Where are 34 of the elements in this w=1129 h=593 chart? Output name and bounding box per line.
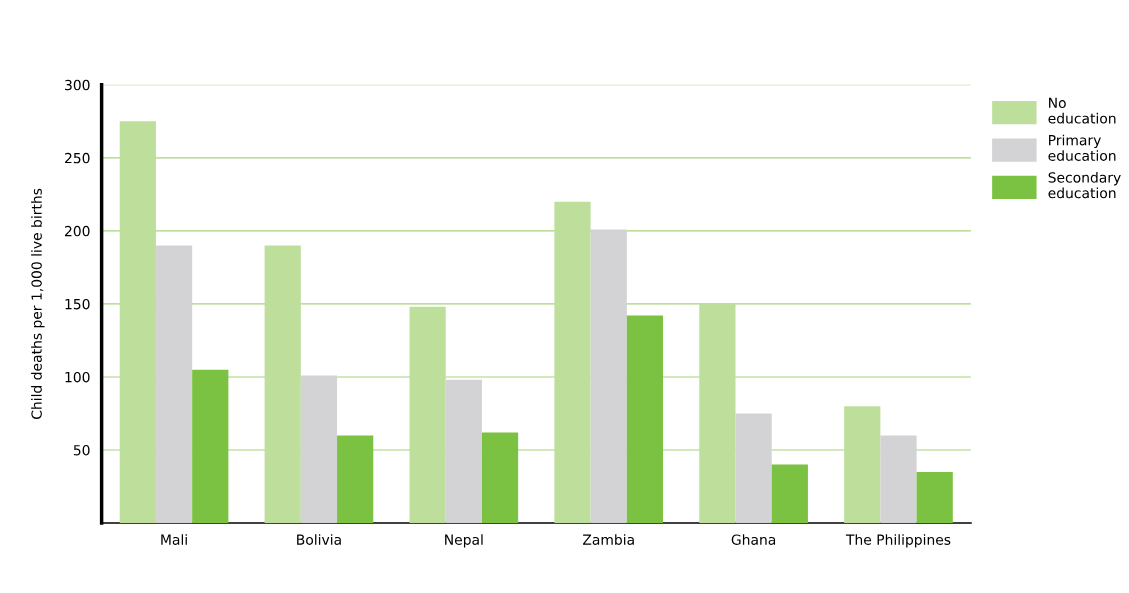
bar — [119, 121, 156, 524]
y-tick-label: 50 — [73, 444, 90, 456]
y-tick-label: 150 — [65, 298, 90, 310]
x-tick-label: Bolivia — [297, 534, 341, 545]
bar — [445, 379, 482, 524]
bar — [264, 245, 301, 524]
y-tick-label: 200 — [65, 225, 90, 237]
bar — [626, 315, 664, 524]
y-tick-label: 100 — [65, 371, 90, 383]
bar — [155, 245, 193, 524]
bar — [481, 432, 519, 524]
bar — [337, 435, 374, 524]
bar — [880, 435, 917, 524]
y-axis-title: Child deaths per 1,000 live births — [31, 188, 45, 419]
bar — [699, 303, 736, 524]
bar — [409, 306, 446, 524]
bar — [300, 375, 338, 524]
bar — [590, 229, 627, 524]
x-tick-label: Zambia — [582, 534, 634, 545]
y-tick-label: 250 — [65, 152, 90, 164]
bar — [771, 464, 808, 524]
x-tick-label: Nepal — [445, 534, 483, 548]
bar — [916, 471, 953, 524]
bar — [192, 369, 229, 524]
bar — [844, 406, 881, 524]
legend-label: Secondary education — [1048, 171, 1121, 199]
x-tick-label: Mali — [161, 534, 187, 545]
x-tick-label: Ghana — [731, 534, 776, 545]
bar — [554, 201, 591, 524]
legend-label: Primary education — [1048, 134, 1116, 161]
legend-label: No education — [1048, 97, 1116, 124]
x-tick-label: The Philippines — [845, 534, 951, 548]
bar — [735, 413, 772, 524]
y-tick-label: 300 — [65, 79, 90, 91]
